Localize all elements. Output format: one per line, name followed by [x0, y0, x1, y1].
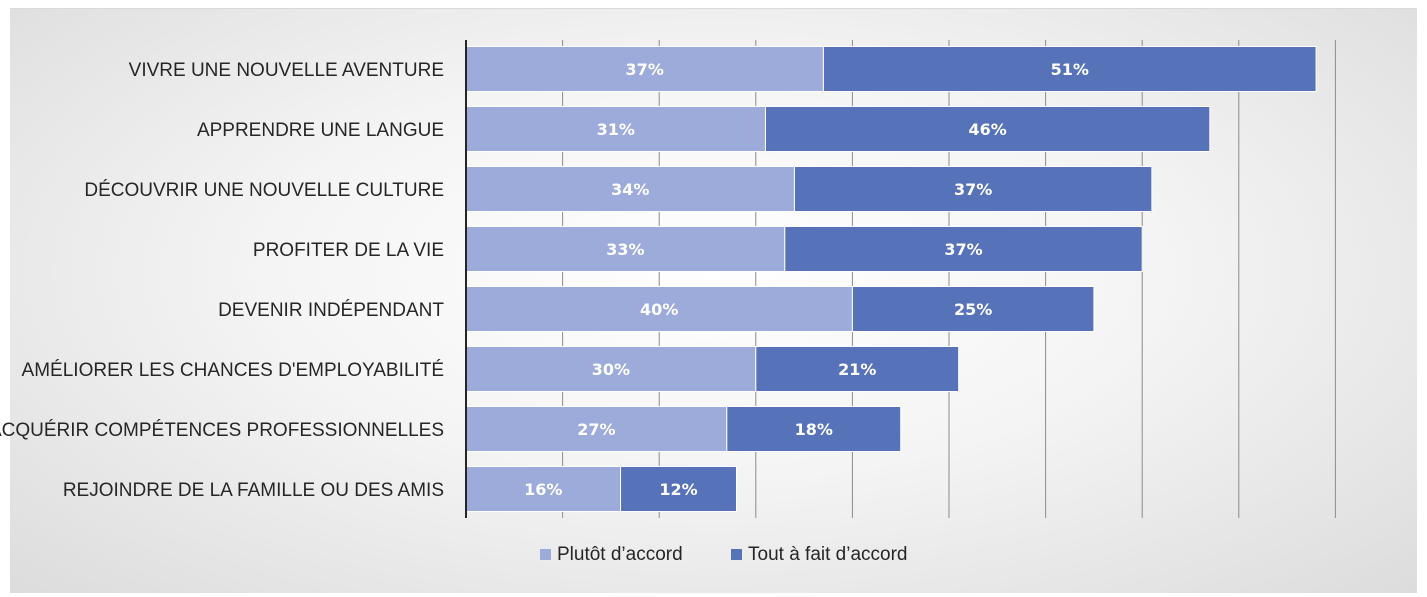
data-label: 16% — [524, 480, 562, 499]
legend-label: Tout à fait d’accord — [748, 544, 907, 565]
bar-tout-a-fait-daccord — [784, 226, 1143, 272]
bar-tout-a-fait-daccord — [726, 406, 902, 452]
bar-plutot-daccord — [465, 406, 728, 452]
bar-tout-a-fait-daccord — [793, 166, 1153, 212]
category-label: REJOINDRE DE LA FAMILLE OU DES AMIS — [63, 480, 444, 501]
data-label: 46% — [968, 120, 1006, 139]
category-label: AMÉLIORER LES CHANCES D'EMPLOYABILITÉ — [22, 360, 444, 381]
category-label: DÉCOUVRIR UNE NOUVELLE CULTURE — [84, 180, 444, 201]
data-label: 30% — [592, 360, 630, 379]
bar-plutot-daccord — [465, 166, 795, 212]
category-label: APPRENDRE UNE LANGUE — [197, 120, 444, 141]
legend-swatch-plutot — [540, 549, 551, 560]
category-label: ACQUÉRIR COMPÉTENCES PROFESSIONNELLES — [0, 420, 444, 441]
bar-tout-a-fait-daccord — [755, 346, 960, 392]
bar-tout-a-fait-daccord — [851, 286, 1095, 332]
category-label: DEVENIR INDÉPENDANT — [218, 300, 444, 321]
bar-tout-a-fait-daccord — [620, 466, 737, 512]
bar-plutot-daccord — [465, 346, 757, 392]
data-label: 33% — [606, 240, 644, 259]
data-label: 18% — [795, 420, 833, 439]
data-label: 31% — [597, 120, 635, 139]
data-label: 21% — [838, 360, 876, 379]
category-label: PROFITER DE LA VIE — [253, 240, 444, 261]
bar-plutot-daccord — [465, 466, 622, 512]
data-label: 51% — [1051, 60, 1089, 79]
category-labels: VIVRE UNE NOUVELLE AVENTURE APPRENDRE UNE… — [0, 60, 444, 501]
legend-swatch-tout-a-fait — [731, 549, 742, 560]
data-label: 37% — [626, 60, 664, 79]
data-label: 27% — [577, 420, 615, 439]
data-label: 37% — [944, 240, 982, 259]
data-label: 12% — [659, 480, 697, 499]
bar-plutot-daccord — [465, 226, 786, 272]
legend-label: Plutôt d’accord — [557, 544, 683, 565]
category-label: VIVRE UNE NOUVELLE AVENTURE — [129, 60, 444, 81]
data-label: 34% — [611, 180, 649, 199]
bar-plutot-daccord — [465, 46, 824, 92]
data-label: 40% — [640, 300, 678, 319]
legend: Plutôt d’accord Tout à fait d’accord — [540, 544, 907, 565]
bars-group: 37% 51% 31% 46% 34% 37% 33% 37% 40% 25% 30% 21% 27% 1… — [465, 46, 1317, 512]
bar-tout-a-fait-daccord — [764, 106, 1211, 152]
data-label: 25% — [954, 300, 992, 319]
data-label: 37% — [954, 180, 992, 199]
bar-tout-a-fait-daccord — [822, 46, 1317, 92]
